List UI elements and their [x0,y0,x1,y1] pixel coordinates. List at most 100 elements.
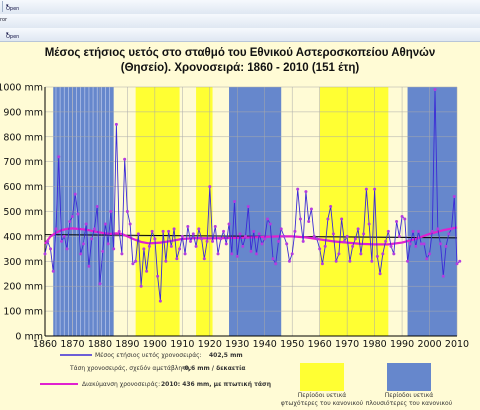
y-tick-label: 900 mm [3,107,43,118]
annual-point [364,187,368,191]
annual-point [351,244,355,248]
annual-point [106,242,110,246]
annual-point [403,217,407,221]
annual-series [43,87,462,303]
annual-point [367,222,371,226]
annual-point [406,259,410,263]
annual-point [356,227,360,231]
y-tick-label: 700 mm [3,157,43,168]
annual-point [95,205,99,209]
legend-dry-label-1: Περίοδοι υετικά [298,392,346,399]
annual-point [227,222,231,226]
annual-point [304,190,308,194]
open-button-label-1: Open [6,6,20,12]
annual-point [450,227,454,231]
annual-point [337,252,341,256]
y-tick-label: 1000 mm [0,83,43,94]
annual-point [172,227,176,231]
legend-wet-swatch [387,363,431,391]
smooth-series [44,226,458,246]
annual-point [353,237,357,241]
smooth-series-line [44,226,458,246]
annual-point [334,259,338,263]
x-tick-label: 1870 [60,339,84,350]
x-tick-label: 1960 [308,339,332,350]
y-tick-label: 400 mm [3,232,43,243]
legend-wet-label-2: πλουσιότερες του κανονικού [366,400,453,407]
annual-point [158,299,162,303]
annual-point [263,237,267,241]
annual-point [202,257,206,261]
annual-point [54,227,58,231]
y-tick-label: 200 mm [3,282,43,293]
legend-dry-swatch [300,363,344,391]
annual-point [447,232,451,236]
grid-lines [44,86,458,337]
annual-point [389,244,393,248]
annual-point [246,205,250,209]
annual-point [219,237,223,241]
y-tick-label: 800 mm [3,132,43,143]
annual-point [386,229,390,233]
annual-point [244,234,248,238]
annual-point [156,274,160,278]
x-tick-label: 1900 [143,339,167,350]
annual-point [164,259,168,263]
x-tick-label: 1860 [33,339,57,350]
annual-point [150,229,154,233]
annual-point [411,229,415,233]
annual-point [191,232,195,236]
annual-point [76,212,80,216]
browser-toolbar-2: ror [0,14,480,29]
annual-point [103,222,107,226]
annual-point [378,272,382,276]
annual-point [65,247,69,251]
annual-point [436,227,440,231]
annual-point [417,229,421,233]
annual-point [238,232,242,236]
y-tick-label: 500 mm [3,207,43,218]
annual-point [120,252,124,256]
annual-point [197,227,201,231]
annual-point [458,259,462,263]
annual-point [331,232,335,236]
chart-subtitle: (Θησείο). Χρονοσειρά: 1860 - 2010 (151 έ… [121,62,360,74]
annual-point [43,252,47,256]
annual-point [342,239,346,243]
annual-point [329,205,333,209]
annual-point [309,207,313,211]
annual-point [211,239,215,243]
annual-point [260,242,264,246]
annual-point [340,217,344,221]
annual-point [125,210,129,213]
annual-point [134,259,138,263]
annual-point [296,187,300,191]
annual-point [62,234,66,238]
annual-point [73,192,77,196]
annual-point [425,257,429,261]
annual-point [189,239,193,243]
annual-point [128,222,132,226]
annual-point [235,254,239,258]
x-tick-label: 1920 [198,339,222,350]
annual-point [271,257,275,261]
annual-point [362,232,366,236]
annual-point [48,247,52,251]
annual-point [430,229,434,233]
x-tick-label: 2010 [445,339,469,350]
annual-point [194,244,198,248]
annual-point [315,237,319,241]
browser-toolbar-1: Open ▾ [0,0,480,15]
annual-point [222,229,226,233]
x-tick-label: 1890 [115,339,139,350]
legend-dry-label-2: φτωχότερες του κανονικού [281,400,364,407]
rainfall-chart: Μέσος ετήσιος υετός στο σταθμό του Εθνικ… [0,47,469,407]
annual-point [444,244,448,248]
y-tick-label: 0 mm [15,332,43,343]
open-button-3[interactable]: Open ▾ [6,31,20,40]
open-button-1[interactable]: Open ▾ [6,3,20,12]
annual-point [298,217,302,221]
annual-point [345,234,349,238]
annual-point [414,244,418,248]
annual-point [287,259,291,263]
